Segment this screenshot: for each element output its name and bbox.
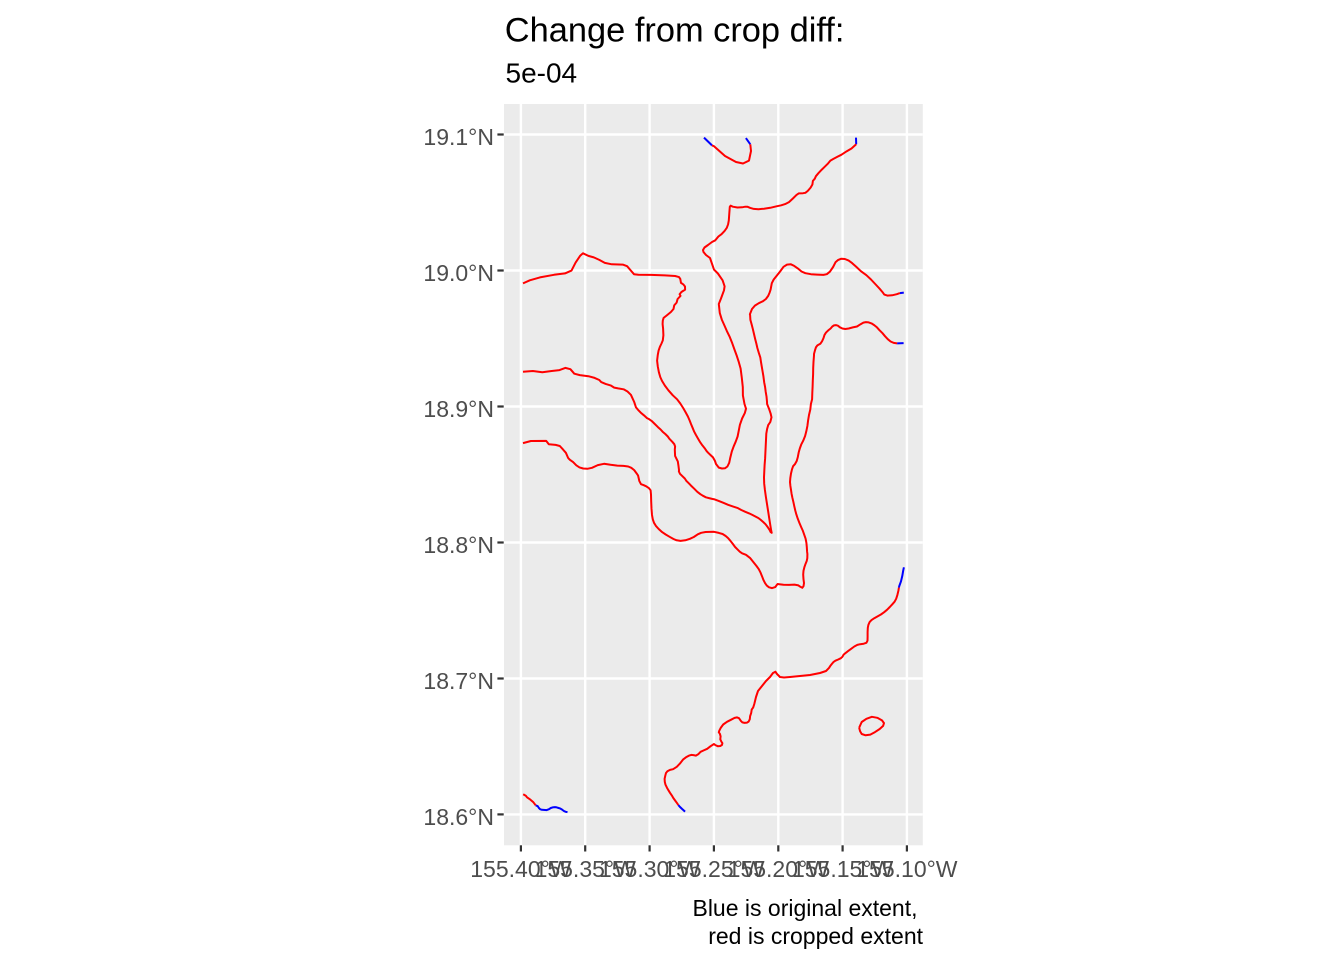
svg-text:5e-04: 5e-04 xyxy=(506,57,578,88)
svg-text:18.6°N: 18.6°N xyxy=(423,804,494,830)
svg-text:Blue is original extent,: Blue is original extent, xyxy=(692,895,917,921)
svg-text:19.0°N: 19.0°N xyxy=(423,260,494,286)
svg-text:18.8°N: 18.8°N xyxy=(423,532,494,558)
svg-text:18.9°N: 18.9°N xyxy=(423,396,494,422)
svg-text:155.35°W: 155.35°W xyxy=(535,856,637,882)
svg-text:155.25°W: 155.25°W xyxy=(663,856,765,882)
svg-text:155.30°W: 155.30°W xyxy=(599,856,701,882)
svg-text:red is cropped extent: red is cropped extent xyxy=(708,923,923,949)
svg-text:155.10°W: 155.10°W xyxy=(856,856,958,882)
svg-text:18.7°N: 18.7°N xyxy=(423,668,494,694)
svg-text:155.40°W: 155.40°W xyxy=(470,856,572,882)
svg-text:155.20°W: 155.20°W xyxy=(728,856,830,882)
svg-text:Change from crop diff:: Change from crop diff: xyxy=(505,11,845,49)
svg-text:155.15°W: 155.15°W xyxy=(792,856,894,882)
svg-text:19.1°N: 19.1°N xyxy=(423,124,494,150)
